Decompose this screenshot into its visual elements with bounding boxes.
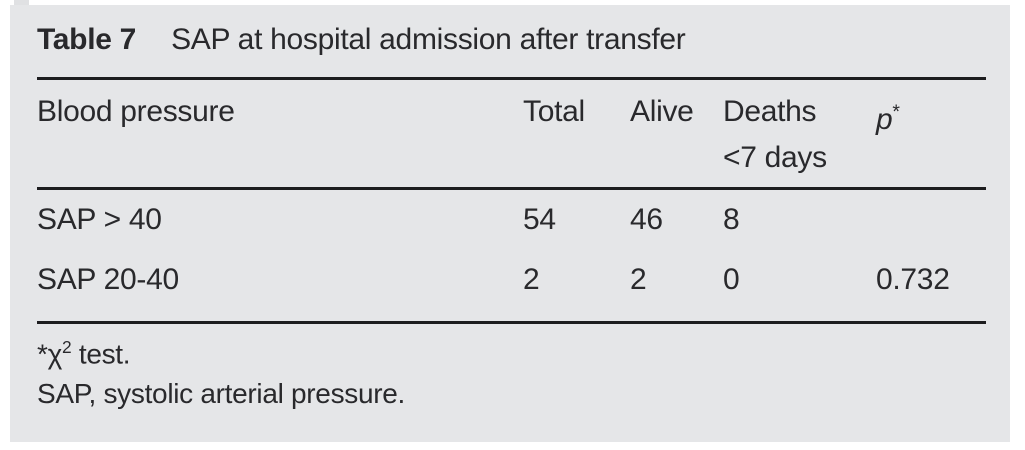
top-rule xyxy=(37,77,986,80)
chi-symbol: χ xyxy=(47,338,63,370)
footnote-chi-square: *χ2 test. xyxy=(37,327,986,374)
chi-exponent: 2 xyxy=(62,337,72,357)
cell-blood-pressure: SAP > 40 xyxy=(37,203,162,236)
p-asterisk: * xyxy=(892,101,900,123)
table-header-row: Blood pressure Total Alive Deaths <7 day… xyxy=(37,89,986,181)
table-panel: Table 7 SAP at hospital admission after t… xyxy=(10,5,1010,442)
cell-alive: 46 xyxy=(630,203,663,236)
bottom-rule xyxy=(37,321,986,324)
cell-alive: 2 xyxy=(630,263,647,296)
header-rule xyxy=(37,187,986,190)
cell-total: 54 xyxy=(523,203,556,236)
footnote-test-text: test. xyxy=(71,338,131,370)
header-p-value: p* xyxy=(876,89,986,181)
footnote-abbreviation: SAP, systolic arterial pressure. xyxy=(37,378,406,410)
header-deaths: Deaths <7 days xyxy=(723,89,876,181)
cell-blood-pressure: SAP 20-40 xyxy=(37,263,179,296)
footnote-asterisk: * xyxy=(37,338,48,370)
header-deaths-line1: Deaths xyxy=(723,95,817,128)
cell-total: 2 xyxy=(523,263,540,296)
table-title: Table 7 SAP at hospital admission after t… xyxy=(37,21,986,59)
cell-deaths: 0 xyxy=(723,263,740,296)
table-row: SAP > 40 54 46 8 xyxy=(37,190,986,250)
table-footnotes: *χ2 test. SAP, systolic arterial pressur… xyxy=(37,327,986,414)
header-alive: Alive xyxy=(630,95,694,128)
table-row: SAP 20-40 2 2 0 0.732 xyxy=(37,250,986,310)
table-number-label: Table 7 xyxy=(37,23,137,56)
header-total: Total xyxy=(523,95,585,128)
cell-deaths: 8 xyxy=(723,203,740,236)
header-deaths-line2: <7 days xyxy=(723,141,827,174)
header-blood-pressure: Blood pressure xyxy=(37,95,235,128)
cell-p-value: 0.732 xyxy=(876,263,950,296)
scan-edge-artifact xyxy=(14,0,29,5)
table-caption: SAP at hospital admission after transfer xyxy=(171,23,686,56)
table-body: SAP > 40 54 46 8 SAP 20-40 2 2 0 0.732 xyxy=(37,190,986,310)
p-symbol: p xyxy=(876,103,893,136)
